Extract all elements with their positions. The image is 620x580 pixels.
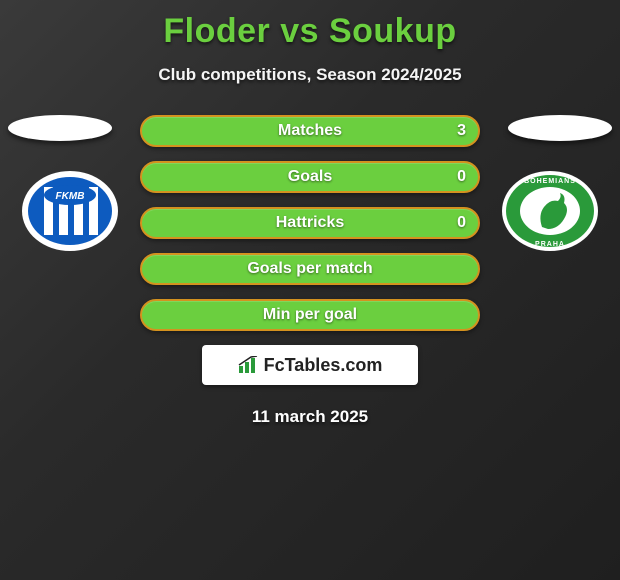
svg-text:PRAHA: PRAHA <box>535 241 565 248</box>
club-badge-right: BOHEMIANS PRAHA <box>500 169 600 253</box>
player-marker-right <box>508 115 612 141</box>
stat-row: Hattricks 0 <box>140 207 480 239</box>
stat-value-right: 0 <box>457 168 466 186</box>
stat-row: Goals 0 <box>140 161 480 193</box>
player-marker-left <box>8 115 112 141</box>
chart-icon <box>238 356 260 374</box>
stat-label: Matches <box>278 122 342 140</box>
date-label: 11 march 2025 <box>0 407 620 427</box>
branding-badge: FcTables.com <box>202 345 418 385</box>
comparison-panel: FKMB BOHEMIANS PRAHA Matches 3 Goals 0 H… <box>0 115 620 427</box>
stat-row: Matches 3 <box>140 115 480 147</box>
stat-label: Min per goal <box>263 306 357 324</box>
club-logo-left-icon: FKMB <box>20 169 120 253</box>
club-badge-left: FKMB <box>20 169 120 253</box>
stat-row: Min per goal <box>140 299 480 331</box>
subtitle: Club competitions, Season 2024/2025 <box>0 65 620 85</box>
svg-text:BOHEMIANS: BOHEMIANS <box>524 178 576 185</box>
stats-list: Matches 3 Goals 0 Hattricks 0 Goals per … <box>140 115 480 331</box>
branding-text: FcTables.com <box>264 355 383 376</box>
stat-value-right: 0 <box>457 214 466 232</box>
svg-text:FKMB: FKMB <box>56 191 85 202</box>
page-title: Floder vs Soukup <box>0 0 620 51</box>
stat-value-right: 3 <box>457 122 466 140</box>
stat-row: Goals per match <box>140 253 480 285</box>
stat-label: Hattricks <box>276 214 344 232</box>
stat-label: Goals <box>288 168 332 186</box>
club-logo-right-icon: BOHEMIANS PRAHA <box>500 169 600 253</box>
stat-label: Goals per match <box>247 260 372 278</box>
